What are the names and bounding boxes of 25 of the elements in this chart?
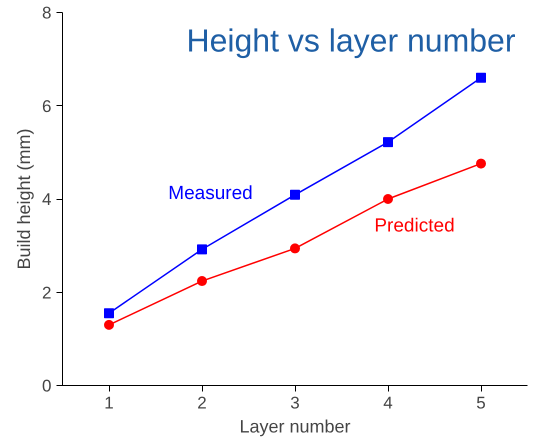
point	[290, 190, 300, 200]
chart-title: Height vs layer number	[186, 22, 516, 58]
point	[383, 137, 393, 148]
x-tick-label: 2	[197, 394, 207, 412]
y-tick-label: 2	[42, 283, 52, 302]
point	[197, 276, 207, 286]
x-tick-label: 4	[383, 394, 393, 412]
y-tick-label: 4	[42, 190, 52, 209]
y-tick-label: 6	[42, 96, 52, 116]
y-tick-label: 0	[42, 376, 52, 396]
x-axis-title: Layer number	[239, 416, 351, 436]
y-tick-label: 8	[42, 4, 52, 22]
point	[383, 194, 393, 204]
x-tick-label: 5	[476, 394, 486, 412]
point	[104, 308, 114, 318]
x-tick-label: 3	[290, 394, 300, 412]
point	[197, 244, 207, 254]
y-axis-title: Build height (mm)	[14, 128, 34, 270]
point	[104, 320, 114, 330]
point	[290, 243, 300, 254]
series-label: Predicted	[374, 215, 455, 236]
point	[476, 72, 486, 83]
series-label: Measured	[168, 183, 253, 204]
x-tick-label: 1	[104, 394, 114, 412]
point	[476, 158, 486, 169]
